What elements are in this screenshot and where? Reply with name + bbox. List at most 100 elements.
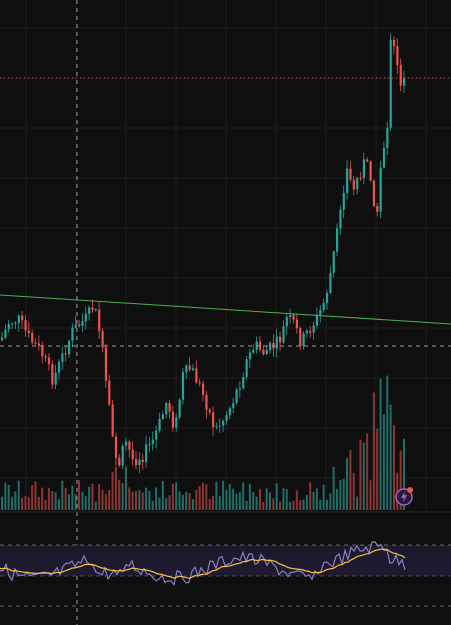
volume-bar [215,481,218,510]
candle-body [312,325,315,333]
candle-body [131,449,134,460]
volume-bar [248,484,251,510]
trendline[interactable] [0,294,451,325]
volume-bar [111,471,114,510]
candle-body [7,323,10,330]
candle-body [178,399,181,418]
volume-bar [191,499,194,510]
volume-bar [14,491,17,510]
volume-bar [242,482,245,510]
volume-bar [325,499,328,510]
volume-bar [68,494,70,510]
candle-body [145,444,148,463]
volume-bar [31,484,34,510]
volume-bar [44,500,47,510]
volume-bar [315,488,318,510]
candle-body [265,349,268,355]
candle-body [138,459,141,466]
price-candles[interactable] [1,33,406,474]
volume-bar [302,499,305,510]
candle-body [91,307,94,311]
candle-body [262,349,265,355]
candle-body [285,316,288,327]
candle-body [61,353,64,362]
candle-body [205,394,208,410]
volume-bar [141,492,144,510]
volume-bar [382,414,385,510]
candle-body [185,365,188,373]
candle-body [17,315,20,324]
volume-bar [392,425,395,510]
volume-bar [372,392,375,510]
candle-body [292,315,295,320]
candle-body [346,168,349,194]
candle-body [88,307,91,314]
candle-body [151,439,154,444]
volume-bar [403,438,405,510]
candle-body [238,388,242,390]
candle-body [1,337,4,340]
candle-body [225,415,228,422]
candle-body [188,365,191,370]
candle-body [372,180,376,206]
volume-bar [228,483,231,510]
volume-bar [148,490,151,510]
volume-bar [98,483,101,510]
volume-bar [91,483,94,510]
candle-body [44,356,47,358]
candle-body [399,65,402,86]
volume-bar [362,442,365,510]
volume-bar [21,497,24,510]
volume-bar [151,500,154,510]
volume-bar [41,487,44,510]
volume-bar [232,488,235,510]
volume-bar [101,489,104,510]
candle-body [68,340,71,355]
volume-bar [195,490,198,510]
volume-bar [369,480,372,510]
volume-bar [305,495,308,510]
volume-bar [178,491,181,510]
volume-bar [1,496,3,510]
candle-body [349,168,352,180]
volume-bar [339,480,342,510]
candle-body [386,127,389,148]
candle-body [403,78,406,86]
candle-body [98,309,101,332]
volume-bar [74,494,77,510]
candle-body [319,309,322,315]
volume-bar [54,492,57,510]
candle-body [135,459,138,466]
volume-bar [352,473,355,510]
volume-bar [282,488,285,510]
candle-body [37,343,41,346]
candle-body [155,430,158,440]
candle-body [352,179,355,190]
volume-bar [285,488,288,510]
candle-body [195,368,198,383]
volume-bar [37,496,40,510]
candle-body [322,303,325,310]
candle-body [101,331,104,348]
volume-bar [114,467,117,510]
volume-bar [121,483,124,510]
volume-bar [279,501,282,510]
lightning-bolt-icon[interactable] [394,485,416,507]
candle-body [111,404,114,437]
candle-body [41,345,44,357]
candle-body [339,209,342,229]
volume-bar [389,404,392,510]
candle-body [235,389,238,404]
candle-body [382,147,386,168]
volume-bar [238,492,241,510]
candle-body [325,292,329,304]
volume-bar [212,495,215,510]
candle-body [168,403,171,412]
volume-bar [104,494,107,510]
volume-bar [118,480,121,510]
volume-bar [252,491,255,510]
volume-bar [342,478,345,510]
candle-body [295,319,298,329]
rsi-line [0,541,406,587]
